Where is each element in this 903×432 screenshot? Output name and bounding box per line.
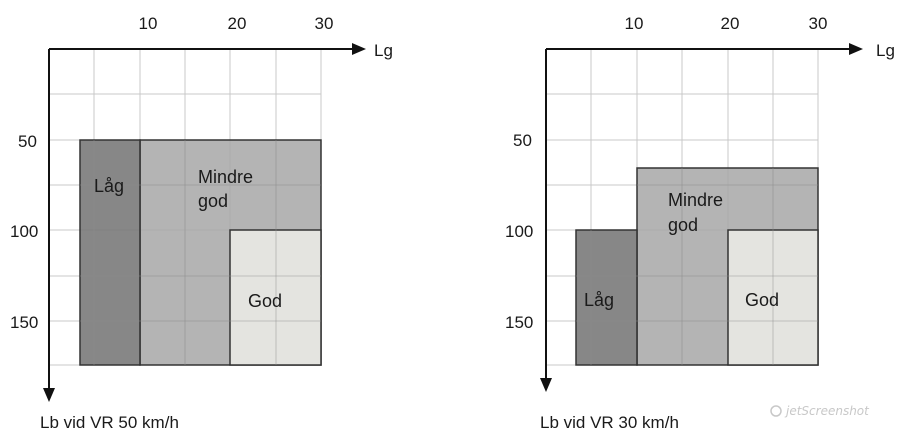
x-axis-label: Lg: [876, 41, 895, 60]
zone-low: [575, 229, 638, 366]
x-axis-arrow-icon: [352, 43, 366, 55]
x-axis-arrow-icon: [849, 43, 863, 55]
watermark: jetScreenshot: [770, 404, 870, 418]
zone-good-label: God: [745, 290, 779, 310]
zone-grid: [80, 140, 321, 365]
diagram-vr50: 10 20 30 Lg 50 100 150 Låg Mindre god Go…: [10, 14, 393, 432]
y-tick-100: 100: [505, 222, 533, 241]
y-axis-arrow-icon: [43, 388, 55, 402]
x-axis-label: Lg: [374, 41, 393, 60]
y-tick-100: 100: [10, 222, 38, 241]
y-tick-150: 150: [505, 313, 533, 332]
caption: Lb vid VR 50 km/h: [40, 413, 179, 432]
caption: Lb vid VR 30 km/h: [540, 413, 679, 432]
diagram-vr30: 10 20 30 Lg 50 100 150 Låg Mindre god Go…: [505, 14, 895, 432]
zone-mid-label-line2: god: [668, 215, 698, 235]
y-axis-arrow-icon: [540, 378, 552, 392]
zone-mid-label-line2: god: [198, 191, 228, 211]
x-tick-10: 10: [139, 14, 158, 33]
zone-low-label: Låg: [584, 290, 614, 310]
y-tick-50: 50: [18, 132, 37, 151]
x-tick-30: 30: [809, 14, 828, 33]
x-tick-20: 20: [228, 14, 247, 33]
zone-good: [229, 229, 322, 366]
zone-low: [79, 139, 141, 366]
y-tick-50: 50: [513, 131, 532, 150]
zone-mid-label-line1: Mindre: [668, 190, 723, 210]
x-tick-20: 20: [721, 14, 740, 33]
watermark-logo-icon: [770, 405, 782, 417]
zone-mid-label-line1: Mindre: [198, 167, 253, 187]
watermark-text: jetScreenshot: [784, 404, 870, 418]
zone-grid: [576, 168, 818, 365]
zone-good-label: God: [248, 291, 282, 311]
x-tick-30: 30: [315, 14, 334, 33]
zone-low-label: Låg: [94, 176, 124, 196]
x-tick-10: 10: [625, 14, 644, 33]
y-tick-150: 150: [10, 313, 38, 332]
